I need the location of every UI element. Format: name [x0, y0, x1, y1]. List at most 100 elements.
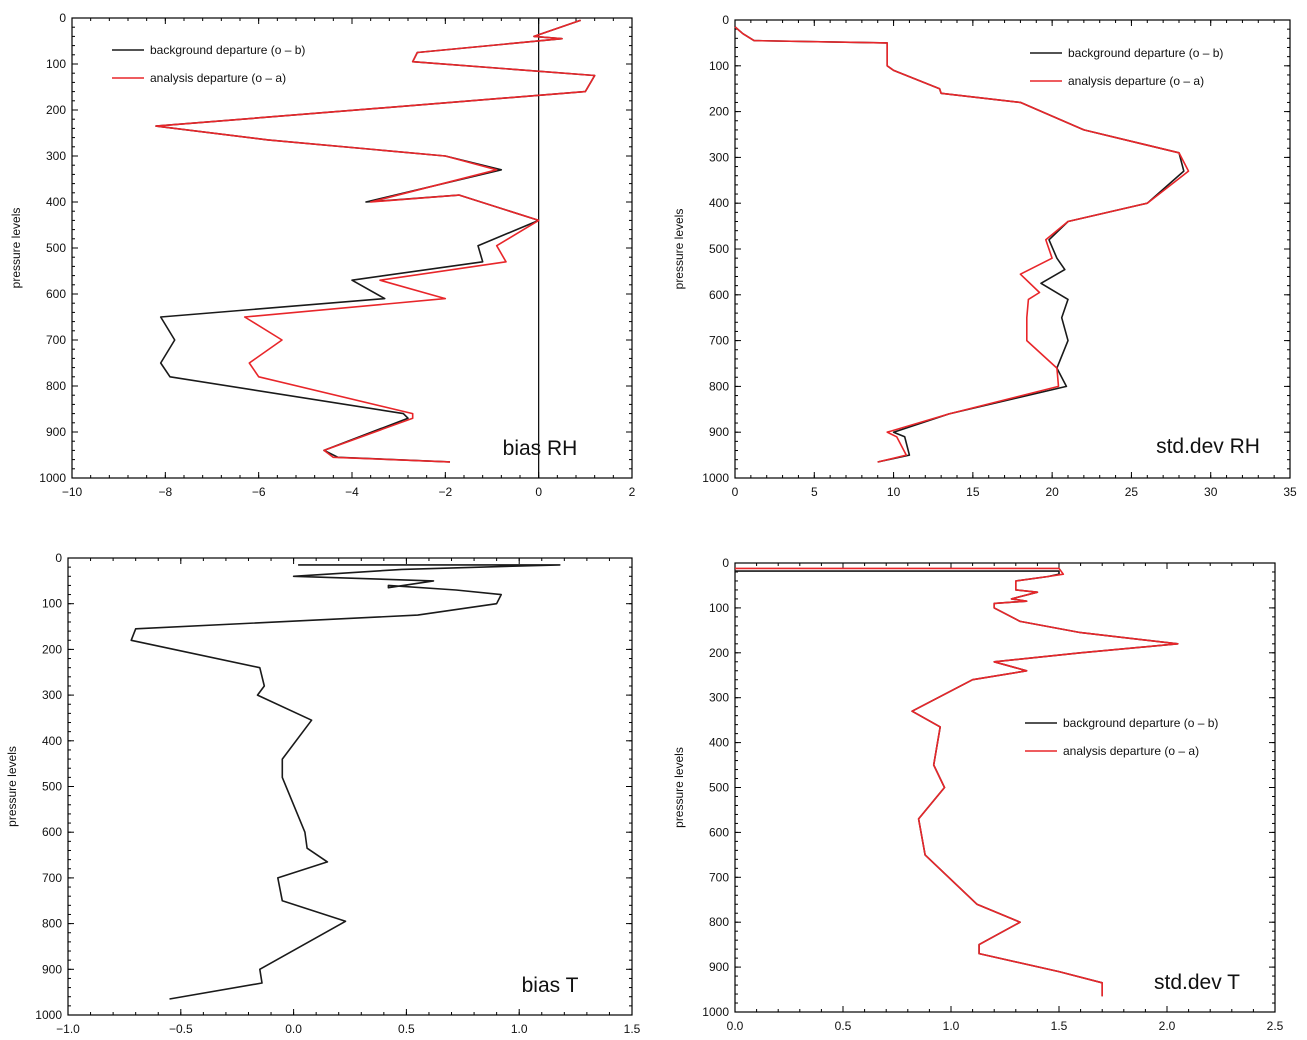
y-tick-label: 1000 [35, 1008, 62, 1022]
x-tick-label: 20 [1045, 485, 1059, 499]
legend-entry: background departure (o – b) [150, 43, 305, 57]
y-tick-label: 700 [709, 870, 729, 884]
x-tick-label: 1.5 [624, 1022, 641, 1036]
y-tick-label: 400 [46, 195, 66, 209]
y-tick-label: 800 [709, 915, 729, 929]
x-tick-label: 30 [1204, 485, 1218, 499]
x-tick-label: 0 [535, 485, 542, 499]
y-tick-label: 100 [709, 601, 729, 615]
plot-frame [734, 562, 1276, 1013]
series-line [734, 26, 1185, 463]
y-tick-label: 500 [42, 780, 62, 794]
legend-entry: analysis departure (o – a) [150, 71, 286, 85]
x-tick-label: −0.5 [169, 1022, 193, 1036]
y-tick-label: 200 [709, 105, 729, 119]
panel-label: std.dev RH [1156, 435, 1260, 458]
y-tick-label: 600 [42, 825, 62, 839]
y-tick-label: 400 [709, 736, 729, 750]
y-tick-label: 1000 [39, 471, 66, 485]
series-line [130, 564, 561, 1000]
y-tick-label: 900 [42, 962, 62, 976]
y-tick-label: 100 [709, 59, 729, 73]
x-tick-label: 10 [887, 485, 901, 499]
x-tick-label: 2.5 [1267, 1019, 1284, 1033]
x-tick-label: 1.0 [943, 1019, 960, 1033]
y-tick-label: 400 [42, 734, 62, 748]
y-tick-label: 300 [46, 149, 66, 163]
y-tick-label: 300 [42, 688, 62, 702]
x-tick-label: 15 [966, 485, 980, 499]
panel-label: std.dev T [1154, 971, 1240, 994]
x-tick-label: −2 [438, 485, 452, 499]
legend-entry: analysis departure (o – a) [1068, 74, 1204, 88]
y-tick-label: 800 [46, 379, 66, 393]
x-tick-label: 2.0 [1159, 1019, 1176, 1033]
y-tick-label: 600 [46, 287, 66, 301]
x-tick-label: 35 [1283, 485, 1297, 499]
y-axis-label: pressure levels [672, 209, 686, 290]
panel-label: bias RH [503, 437, 578, 460]
y-tick-label: 0 [55, 551, 62, 565]
y-tick-label: 0 [722, 556, 729, 570]
series-line [734, 26, 1190, 463]
y-tick-label: 300 [709, 691, 729, 705]
y-tick-label: 1000 [702, 471, 729, 485]
x-tick-label: 1.0 [511, 1022, 528, 1036]
series-line [155, 19, 596, 463]
y-tick-label: 300 [709, 150, 729, 164]
y-tick-label: 0 [722, 13, 729, 27]
x-tick-label: 0.0 [727, 1019, 744, 1033]
x-tick-label: −6 [252, 485, 266, 499]
y-tick-label: 200 [42, 642, 62, 656]
x-tick-label: 0 [732, 485, 739, 499]
y-tick-label: 200 [709, 646, 729, 660]
y-tick-label: 500 [709, 242, 729, 256]
plot-frame [67, 557, 633, 1016]
chart-panel-1: 0 100 200 300 400 500 600 700 800 900 1000−10 −8 −6 −… [9, 11, 636, 499]
x-tick-label: 0.5 [835, 1019, 852, 1033]
y-tick-label: 700 [709, 334, 729, 348]
y-tick-label: 500 [46, 241, 66, 255]
series-line [735, 570, 1179, 997]
panel-label: bias T [522, 974, 579, 997]
series-line [735, 567, 1179, 997]
y-axis-label: pressure levels [672, 747, 686, 828]
x-tick-label: 1.5 [1051, 1019, 1068, 1033]
x-tick-label: 0.0 [285, 1022, 302, 1036]
y-tick-label: 700 [46, 333, 66, 347]
y-tick-label: 600 [709, 288, 729, 302]
series-line [155, 19, 596, 463]
y-axis-label: pressure levels [9, 208, 23, 289]
y-tick-label: 900 [46, 425, 66, 439]
y-tick-label: 800 [709, 379, 729, 393]
y-tick-label: 100 [46, 57, 66, 71]
y-axis-label: pressure levels [5, 746, 19, 827]
y-tick-label: 600 [709, 825, 729, 839]
x-tick-label: 5 [811, 485, 818, 499]
y-tick-label: 0 [59, 11, 66, 25]
y-tick-label: 100 [42, 597, 62, 611]
y-tick-label: 700 [42, 871, 62, 885]
legend-entry: analysis departure (o – a) [1063, 744, 1199, 758]
x-tick-label: −8 [158, 485, 172, 499]
legend-entry: background departure (o – b) [1063, 716, 1218, 730]
y-tick-label: 500 [709, 781, 729, 795]
y-tick-label: 900 [709, 425, 729, 439]
chart-panel-3: 0 100 200 300 400 500 600 700 800 900 1000−1.0 −0.5… [5, 551, 641, 1036]
x-tick-label: 2 [629, 485, 636, 499]
y-tick-label: 1000 [702, 1005, 729, 1019]
plot-frame [71, 17, 633, 479]
plot-frame [734, 19, 1291, 479]
x-tick-label: 25 [1125, 485, 1139, 499]
x-tick-label: −10 [62, 485, 83, 499]
y-tick-label: 200 [46, 103, 66, 117]
y-tick-label: 400 [709, 196, 729, 210]
x-tick-label: −1.0 [56, 1022, 80, 1036]
y-tick-label: 900 [709, 960, 729, 974]
legend-entry: background departure (o – b) [1068, 46, 1223, 60]
y-tick-label: 800 [42, 917, 62, 931]
x-tick-label: −4 [345, 485, 359, 499]
